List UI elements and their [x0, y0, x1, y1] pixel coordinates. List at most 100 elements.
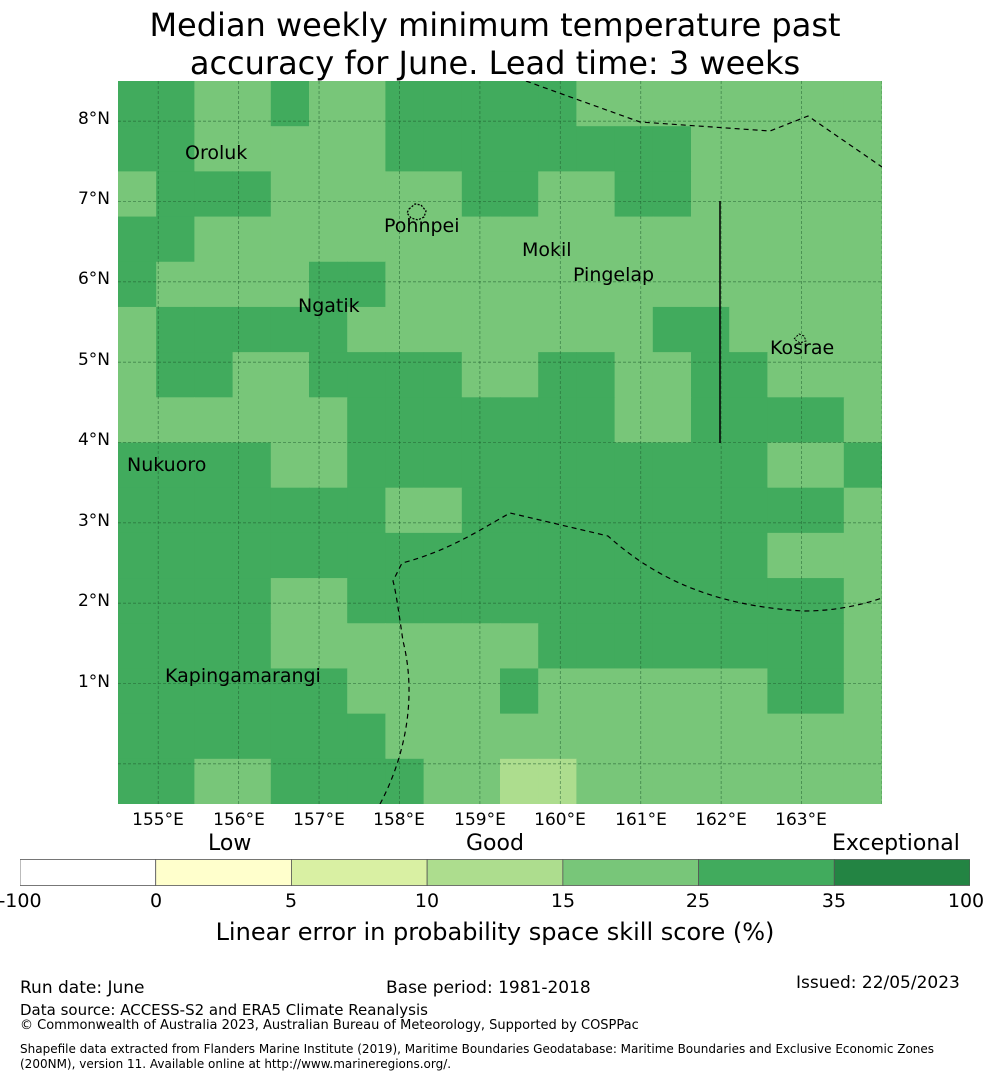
grid-cell [729, 532, 768, 579]
grid-cell [614, 668, 654, 715]
grid-cell [270, 623, 310, 670]
grid-cell [461, 758, 501, 804]
grid-cell [385, 216, 425, 263]
place-label-pingelap: Pingelap [573, 264, 655, 286]
grid-cell [232, 487, 272, 534]
grid-cell [232, 668, 272, 715]
grid-cell [767, 758, 807, 804]
grid-cell [576, 126, 616, 172]
grid-cell [500, 578, 539, 624]
grid-cell [385, 442, 425, 489]
grid-cell [538, 578, 577, 624]
grid-cell [500, 397, 539, 444]
grid-cell [232, 758, 272, 804]
grid-cell [614, 171, 654, 218]
grid-cell [500, 261, 539, 308]
grid-cell [423, 126, 463, 172]
grid-cell [767, 668, 807, 715]
grid-cell [614, 532, 654, 579]
grid-cell [232, 623, 272, 670]
skill-map [118, 81, 882, 804]
grid-cell [156, 81, 195, 127]
grid-cell [576, 397, 616, 444]
grid-cell [423, 487, 463, 534]
grid-cell [614, 487, 654, 534]
grid-cell [767, 126, 807, 172]
grid-cell [118, 126, 157, 172]
colorbar-word-low: Low [208, 831, 252, 856]
grid-cell [538, 352, 577, 398]
grid-cell [347, 126, 386, 172]
grid-cell [614, 623, 654, 670]
grid-cell [309, 532, 348, 579]
colorbar-segment [291, 859, 428, 886]
grid-cell [423, 532, 463, 579]
grid-cell [423, 352, 463, 398]
grid-cell [614, 578, 654, 624]
grid-cell [614, 126, 654, 172]
grid-cell [194, 81, 234, 127]
grid-cell [805, 216, 845, 263]
grid-cell [500, 306, 539, 353]
lon-label-156e: 156°E [213, 810, 265, 830]
grid-cell [767, 352, 807, 398]
grid-cell [767, 578, 807, 624]
grid-cell [767, 442, 807, 489]
grid-cell [614, 306, 654, 353]
place-label-ngatik: Ngatik [298, 295, 360, 317]
grid-cell [500, 442, 539, 489]
grid-cell [767, 81, 807, 127]
grid-cell [385, 578, 425, 624]
grid-cell [156, 532, 195, 579]
grid-cell [805, 261, 845, 308]
grid-cell [232, 397, 272, 444]
place-label-nukuoro: Nukuoro [127, 454, 207, 476]
grid-cell [156, 126, 195, 172]
grid-cell [843, 713, 882, 760]
grid-cell [423, 758, 463, 804]
grid-cell [232, 126, 272, 172]
grid-cell [118, 216, 157, 263]
grid-cell [232, 216, 272, 263]
grid-cell [500, 216, 539, 263]
grid-cell [232, 261, 272, 308]
grid-cell [385, 532, 425, 579]
grid-cell [385, 171, 425, 218]
grid-cell [652, 532, 692, 579]
grid-cell [156, 623, 195, 670]
grid-cell [461, 713, 501, 760]
grid-cell [461, 578, 501, 624]
grid-cell [118, 81, 157, 127]
data-source: Data source: ACCESS-S2 and ERA5 Climate … [20, 1001, 428, 1019]
grid-cell [843, 81, 882, 127]
grid-cell [500, 668, 539, 715]
grid-cell [270, 668, 310, 715]
colorbar-tick-35: 35 [821, 890, 847, 912]
grid-cell [270, 532, 310, 579]
grid-cell [729, 81, 768, 127]
kosrae-island-shape [793, 333, 807, 344]
grid-cell [461, 487, 501, 534]
grid-cell [270, 758, 310, 804]
copyright-notice: © Commonwealth of Australia 2023, Austra… [20, 1018, 639, 1033]
grid-cell [652, 758, 692, 804]
grid-cell [652, 397, 692, 444]
grid-cell [767, 306, 807, 353]
grid-cell [385, 81, 425, 127]
grid-cell [767, 216, 807, 263]
grid-cell [691, 623, 730, 670]
grid-cell [194, 758, 234, 804]
grid-cell [843, 306, 882, 353]
grid-cell [538, 668, 577, 715]
grid-cell [118, 261, 157, 308]
grid-cell [309, 352, 348, 398]
grid-cell [118, 758, 157, 804]
grid-cell [347, 216, 386, 263]
grid-cell [347, 306, 386, 353]
grid-cell [691, 442, 730, 489]
grid-cell [500, 713, 539, 760]
issued-date: Issued: 22/05/2023 [796, 973, 960, 993]
grid-cell [729, 668, 768, 715]
grid-cell [729, 442, 768, 489]
grid-cell [538, 261, 577, 308]
